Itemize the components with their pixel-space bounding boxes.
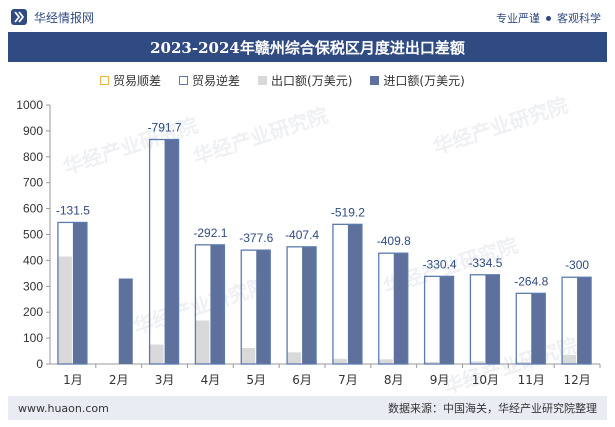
data-label: -791.7 <box>148 121 182 135</box>
export-bar <box>332 358 347 364</box>
tagline-left: 专业严谨 <box>496 12 540 25</box>
import-bar <box>393 253 408 364</box>
legend-swatch-export <box>258 76 268 85</box>
tagline-right: 客观科学 <box>557 12 601 25</box>
deficit-bar <box>57 221 88 365</box>
export-bar <box>287 352 302 364</box>
deficit-bar <box>286 246 317 365</box>
deficit-bar <box>194 244 226 365</box>
y-tick-label: 1000 <box>16 98 43 112</box>
x-tick-label: 5月 <box>246 373 266 387</box>
deficit-bar <box>469 274 501 365</box>
chart-plot: 0 100 200 300 400 500 600 700 800 900 1000 1月 -131.5… <box>16 98 601 387</box>
y-tick-label: 700 <box>23 176 43 190</box>
chart-title: 2023-2024年赣州综合保税区月度进出口差额 <box>8 32 607 62</box>
x-tick-label: 10月 <box>472 373 499 387</box>
data-label: -519.2 <box>331 205 365 219</box>
import-bar <box>302 246 317 364</box>
y-tick-label: 0 <box>36 357 43 371</box>
data-label: -377.6 <box>239 231 273 245</box>
export-bar <box>516 361 531 364</box>
data-label: -334.5 <box>468 256 502 270</box>
y-tick-label: 400 <box>23 253 43 267</box>
import-bar <box>577 277 592 364</box>
legend-swatch-surplus <box>100 76 109 85</box>
export-bar <box>241 347 256 364</box>
legend-label-export: 出口额(万美元) <box>271 74 353 88</box>
legend-label-surplus: 贸易顺差 <box>113 74 162 88</box>
x-tick-label: 7月 <box>338 373 358 387</box>
y-tick-label: 300 <box>23 279 43 293</box>
import-bar <box>347 224 362 364</box>
export-bar <box>424 361 439 364</box>
export-bar <box>149 344 164 364</box>
deficit-bar <box>378 252 409 365</box>
legend-item-deficit: 贸易逆差 <box>179 72 240 89</box>
export-bar <box>470 361 485 364</box>
deficit-bar <box>423 275 455 365</box>
x-tick-label: 2月 <box>109 373 129 387</box>
legend-item-export: 出口额(万美元) <box>258 72 352 89</box>
legend-swatch-deficit <box>179 76 189 85</box>
import-bar <box>118 278 133 364</box>
legend-label-deficit: 贸易逆差 <box>192 74 241 88</box>
data-label: -292.1 <box>193 226 227 240</box>
x-tick-label: 9月 <box>430 373 450 387</box>
export-bar <box>195 320 210 364</box>
import-bar <box>531 293 546 364</box>
deficit-bar <box>561 276 592 365</box>
deficit-bar <box>148 138 180 365</box>
x-tick-label: 4月 <box>201 373 221 387</box>
import-bar <box>256 250 271 364</box>
y-tick-label: 600 <box>23 202 43 216</box>
brand-name: 华经情报网 <box>34 10 95 25</box>
import-bar <box>485 274 500 364</box>
y-tick-label: 500 <box>23 228 43 242</box>
deficit-bar <box>515 292 546 365</box>
footer-website[interactable]: www.huaon.com <box>18 401 109 415</box>
y-tick-label: 900 <box>23 124 43 138</box>
brand: 华经情报网 <box>10 8 94 26</box>
export-bar <box>57 256 72 364</box>
separator-dot-icon <box>546 15 551 21</box>
top-bar: 华经情报网 专业严谨 客观科学 <box>0 0 615 32</box>
footer: www.huaon.com 数据来源：中国海关，华经产业研究院整理 <box>8 396 607 420</box>
data-label: -407.4 <box>285 228 319 242</box>
import-bar <box>210 244 225 364</box>
import-bar <box>164 139 179 364</box>
legend-label-import: 进口额(万美元) <box>383 74 465 88</box>
footer-source: 数据来源：中国海关，华经产业研究院整理 <box>388 402 597 415</box>
tagline: 专业严谨 客观科学 <box>496 10 601 26</box>
import-bar <box>72 222 87 364</box>
data-label: -131.5 <box>56 203 90 217</box>
data-label: -300 <box>565 258 589 272</box>
y-tick-label: 100 <box>23 331 43 345</box>
chart-legend: 贸易顺差 贸易逆差 出口额(万美元) 进口额(万美元) <box>100 72 465 89</box>
x-tick-label: 3月 <box>155 373 175 387</box>
legend-swatch-import <box>370 76 380 85</box>
y-tick-label: 200 <box>23 305 43 319</box>
x-tick-label: 8月 <box>384 373 404 387</box>
import-bar <box>439 276 454 364</box>
x-tick-label: 1月 <box>63 373 83 387</box>
huaon-logo-icon <box>11 9 27 25</box>
x-tick-label: 12月 <box>563 373 590 387</box>
export-bar <box>562 354 577 364</box>
deficit-bar <box>332 223 363 365</box>
export-bar <box>378 359 393 364</box>
x-tick-label: 6月 <box>292 373 312 387</box>
data-label: -409.8 <box>377 234 411 248</box>
x-tick-label: 11月 <box>518 373 545 387</box>
data-label: -330.4 <box>423 257 457 271</box>
legend-item-surplus: 贸易顺差 <box>100 72 161 89</box>
y-tick-label: 800 <box>23 150 43 164</box>
deficit-bar <box>240 249 271 365</box>
legend-item-import: 进口额(万美元) <box>370 72 465 89</box>
data-label: -264.8 <box>514 274 548 288</box>
